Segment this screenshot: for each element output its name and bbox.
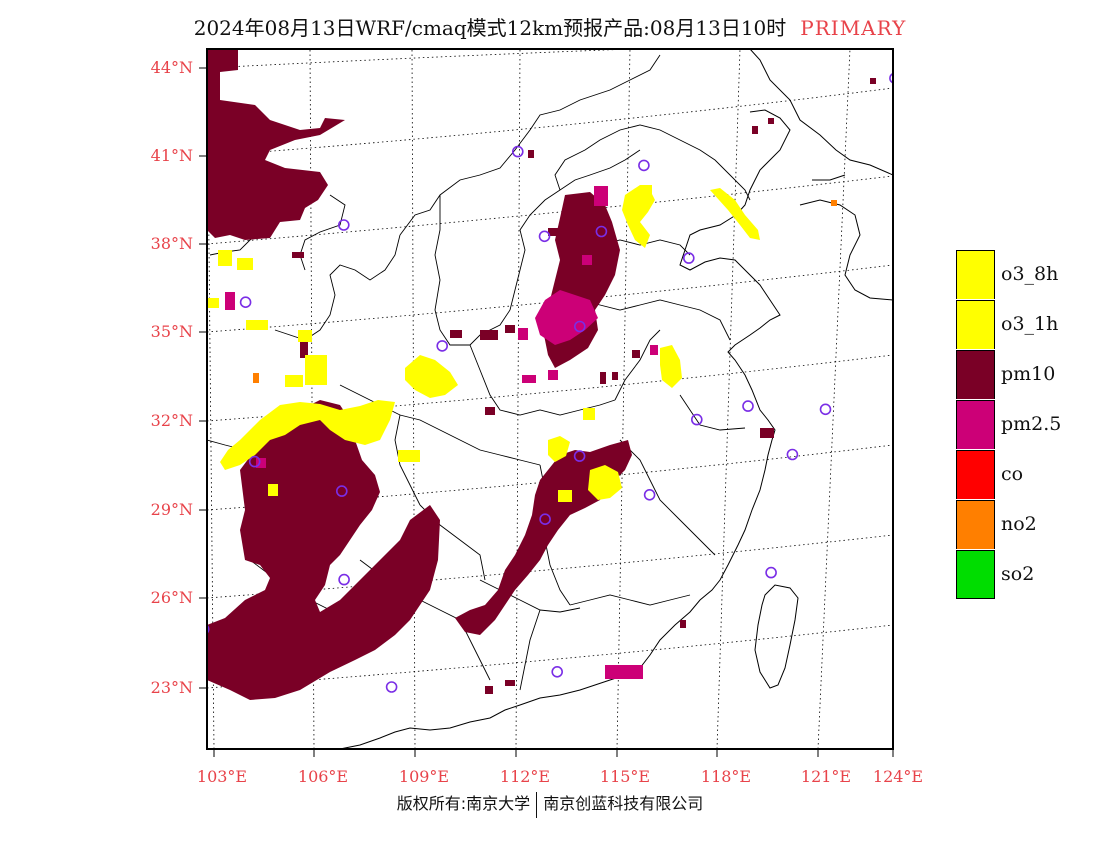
lon-label-109: 109°E: [399, 767, 449, 786]
station-marker: [538, 230, 551, 243]
station-markers: [207, 72, 893, 693]
lat-label-35: 35°N: [151, 322, 193, 341]
station-marker: [511, 145, 524, 158]
lat-label-26: 26°N: [151, 588, 193, 607]
station-marker: [765, 566, 777, 579]
lon-label-118: 118°E: [701, 767, 751, 786]
o3-areas: [207, 185, 760, 502]
lat-label-29: 29°N: [151, 500, 193, 519]
legend-label: co: [1001, 463, 1024, 485]
legend-swatch: [956, 499, 995, 549]
station-marker: [337, 219, 350, 231]
pm10-area-central-south: [455, 440, 632, 635]
pm10-area-southwest: [207, 400, 440, 700]
legend-item-no2: no2: [956, 499, 1061, 549]
lon-label-106: 106°E: [298, 767, 348, 786]
legend-item-o3-1h: o3_1h: [956, 299, 1061, 349]
lon-label-121: 121°E: [801, 767, 851, 786]
legend-label: pm10: [1001, 363, 1056, 385]
lat-label-38: 38°N: [151, 234, 193, 253]
lat-label-41: 41°N: [151, 146, 193, 165]
title-primary-tag: PRIMARY: [800, 16, 907, 40]
station-marker: [573, 450, 586, 462]
legend-swatch: [956, 399, 995, 449]
longitude-labels: 103°E 106°E 109°E 112°E 115°E 118°E 121°…: [197, 767, 923, 786]
latitude-labels: 44°N 41°N 38°N 35°N 32°N 29°N 26°N 23°N: [151, 58, 193, 697]
legend-item-pm25: pm2.5: [956, 399, 1061, 449]
station-marker: [643, 488, 656, 501]
station-marker: [436, 340, 449, 352]
lat-label-32: 32°N: [151, 411, 193, 430]
pm10-area-northwest: [207, 49, 345, 240]
station-marker: [638, 159, 650, 172]
station-marker: [595, 225, 608, 238]
tick-marks: [199, 67, 894, 757]
legend-swatch: [956, 299, 995, 349]
station-marker: [335, 485, 348, 497]
station-marker: [239, 296, 252, 309]
station-marker: [539, 513, 551, 526]
title-text: 2024年08月13日WRF/cmaq模式12km预报产品:08月13日10时: [193, 16, 787, 40]
no2-spots: [253, 200, 837, 383]
station-marker: [385, 681, 398, 693]
legend-label: pm2.5: [1001, 413, 1062, 435]
lon-label-103: 103°E: [197, 767, 247, 786]
lon-label-124: 124°E: [873, 767, 923, 786]
legend-swatch: [956, 449, 995, 499]
station-marker: [819, 403, 832, 416]
lat-label-23: 23°N: [151, 678, 193, 697]
map-title: 2024年08月13日WRF/cmaq模式12km预报产品:08月13日10时 P…: [0, 12, 1100, 41]
station-marker: [248, 455, 261, 468]
footer-copyright: 版权所有:南京大学: [396, 794, 531, 813]
map-content: [207, 49, 893, 749]
legend-item-so2: so2: [956, 549, 1061, 599]
station-marker: [742, 400, 754, 412]
footer-company: 南京创蓝科技有限公司: [543, 794, 704, 813]
coastline: [339, 49, 893, 749]
pollutant-overlay: [207, 49, 876, 700]
lon-label-112: 112°E: [500, 767, 550, 786]
legend-swatch: [956, 349, 995, 399]
station-marker: [690, 413, 703, 426]
station-marker: [338, 573, 350, 586]
lat-label-44: 44°N: [151, 58, 193, 77]
station-marker: [889, 72, 893, 84]
station-marker: [682, 252, 695, 264]
legend-label: no2: [1001, 513, 1037, 535]
legend-item-co: co: [956, 449, 1061, 499]
footer-divider: [536, 791, 538, 818]
copyright-footer: 版权所有:南京大学 南京创蓝科技有限公司: [0, 790, 1100, 818]
station-marker: [207, 624, 210, 634]
legend-label: o3_1h: [1001, 313, 1059, 335]
legend-item-o3-8h: o3_8h: [956, 249, 1061, 299]
lon-label-115: 115°E: [600, 767, 650, 786]
legend-label: so2: [1001, 563, 1035, 585]
map-frame: [206, 48, 894, 750]
station-marker: [551, 665, 564, 678]
pollutant-legend: o3_8h o3_1h pm10 pm2.5 co no2 so2: [956, 249, 1061, 599]
legend-item-pm10: pm10: [956, 349, 1061, 399]
legend-swatch: [956, 249, 995, 299]
station-marker: [786, 448, 799, 461]
legend-swatch: [956, 549, 995, 599]
legend-label: o3_8h: [1001, 263, 1059, 285]
station-marker: [573, 320, 586, 333]
pm10-scattered-spots: [292, 78, 876, 694]
